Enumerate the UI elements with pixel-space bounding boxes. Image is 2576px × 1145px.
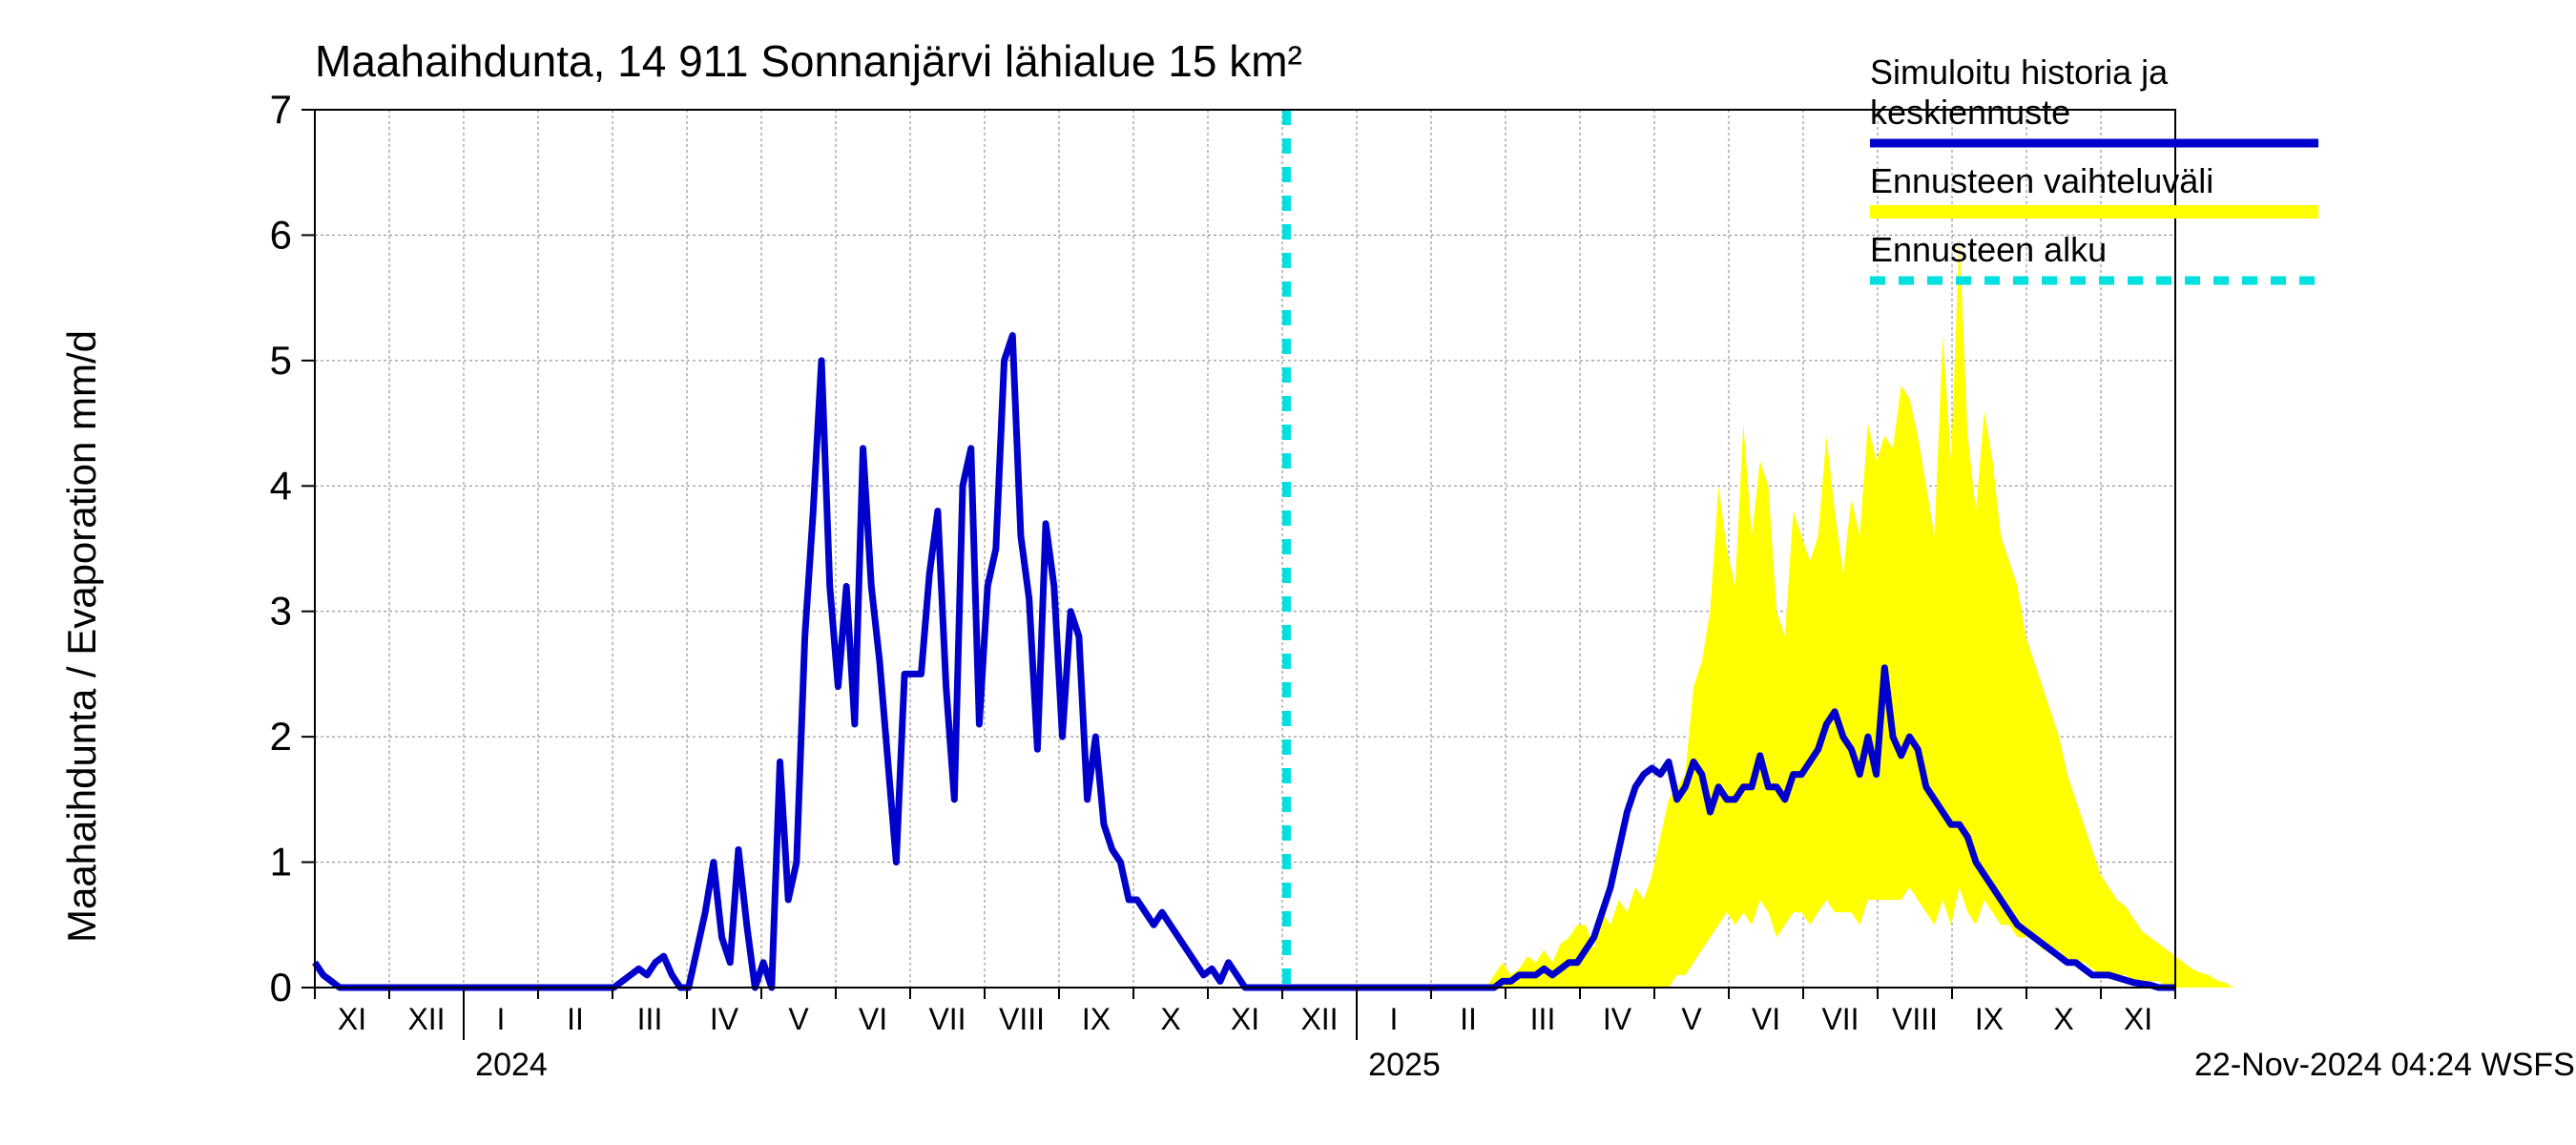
chart-svg: Maahaihdunta, 14 911 Sonnanjärvi lähialu… [0,0,2576,1145]
footer-timestamp: 22-Nov-2024 04:24 WSFS-O [2194,1047,2576,1083]
xtick-label: IX [1082,1002,1111,1036]
xtick-label: VIII [999,1002,1045,1036]
legend-label: Ennusteen alku [1870,230,2107,269]
legend-label: Simuloitu historia ja [1870,52,2169,92]
legend-label: Ennusteen vaihteluväli [1870,161,2213,200]
xtick-label: III [1530,1002,1556,1036]
ytick-label: 1 [270,840,292,885]
year-label: 2024 [475,1047,548,1083]
xtick-label: IV [710,1002,739,1036]
xtick-label: VII [1821,1002,1859,1036]
xtick-label: VI [859,1002,887,1036]
chart-container: Maahaihdunta, 14 911 Sonnanjärvi lähialu… [0,0,2576,1145]
xtick-label: IX [1975,1002,2004,1036]
xtick-label: X [2053,1002,2073,1036]
xtick-label: II [567,1002,584,1036]
xtick-label: VI [1752,1002,1780,1036]
ytick-label: 3 [270,589,292,634]
xtick-label: XII [407,1002,445,1036]
xtick-label: V [1681,1002,1702,1036]
year-label: 2025 [1368,1047,1441,1083]
legend-swatch-band [1870,205,2318,219]
legend-label: keskiennuste [1870,93,2070,132]
xtick-label: III [637,1002,663,1036]
xtick-label: VIII [1892,1002,1938,1036]
xtick-label: X [1160,1002,1180,1036]
chart-title: Maahaihdunta, 14 911 Sonnanjärvi lähialu… [315,36,1302,86]
xtick-label: II [1460,1002,1477,1036]
ytick-label: 5 [270,338,292,383]
ytick-label: 7 [270,87,292,132]
ytick-label: 6 [270,212,292,257]
y-axis-label: Maahaihdunta / Evaporation mm/d [59,330,104,943]
xtick-label: XI [2124,1002,2152,1036]
ytick-label: 0 [270,965,292,1010]
xtick-label: I [497,1002,506,1036]
xtick-label: XI [1231,1002,1259,1036]
xtick-label: VII [928,1002,966,1036]
xtick-label: I [1390,1002,1399,1036]
xtick-label: V [788,1002,809,1036]
ytick-label: 2 [270,714,292,759]
xtick-label: XII [1300,1002,1338,1036]
xtick-label: XI [338,1002,366,1036]
ytick-label: 4 [270,463,292,508]
xtick-label: IV [1603,1002,1632,1036]
